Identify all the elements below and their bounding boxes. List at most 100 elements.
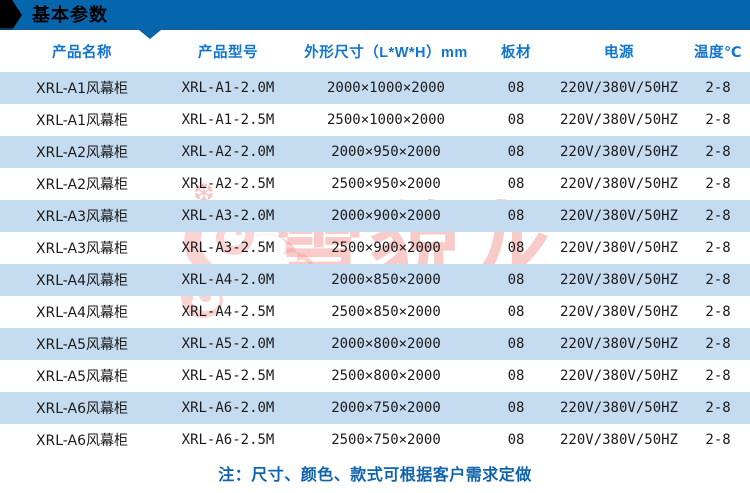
spec-table-wrap: 产品名称 产品型号 外形尺寸（L*W*H）mm 板材 电源 温度℃ XRL-A1风幕柜 XR… (0, 30, 750, 456)
cell-r7-c3: 08 (507, 304, 525, 320)
cell-r5-c3: 08 (507, 240, 525, 256)
table-row: XRL-A2风幕柜 XRL-A2-2.5M 2500×950×2000 08 220V/… (0, 168, 750, 200)
table-header-row: 产品名称 产品型号 外形尺寸（L*W*H）mm 板材 电源 温度℃ (0, 30, 750, 72)
banner-underline (0, 28, 750, 30)
cell-r8-c0: XRL-A5风幕柜 (0, 328, 164, 360)
cell-r11-c4: 220V/380V/50HZ (559, 432, 678, 448)
cell-r9-c1: XRL-A5-2.5M (181, 368, 275, 384)
cell-r1-c4: 220V/380V/50HZ (559, 112, 678, 128)
cell-r8-c4: 220V/380V/50HZ (552, 328, 686, 360)
column-header-3: 板材 (501, 44, 531, 61)
cell-r10-c5: 2-8 (686, 392, 750, 424)
cell-r5-c4: 220V/380V/50HZ (559, 240, 678, 256)
cell-r8-c2: 2000×800×2000 (292, 328, 480, 360)
cell-r0-c0: XRL-A1风幕柜 (0, 72, 164, 104)
cell-r10-c2: 2000×750×2000 (292, 392, 480, 424)
cell-r10-c3: 08 (480, 392, 552, 424)
cell-r4-c0: XRL-A3风幕柜 (0, 200, 164, 232)
table-row: XRL-A3风幕柜 XRL-A3-2.5M 2500×900×2000 08 220V/… (0, 232, 750, 264)
cell-r1-c0: XRL-A1风幕柜 (35, 113, 129, 129)
column-header-1: 产品型号 (198, 44, 258, 61)
cell-r7-c2: 2500×850×2000 (331, 304, 441, 320)
cell-r2-c4: 220V/380V/50HZ (552, 136, 686, 168)
table-row: XRL-A4风幕柜 XRL-A4-2.5M 2500×850×2000 08 220V/… (0, 296, 750, 328)
cell-r11-c1: XRL-A6-2.5M (181, 432, 275, 448)
column-header-2: 外形尺寸（L*W*H）mm (304, 44, 468, 61)
cell-r6-c2: 2000×850×2000 (292, 264, 480, 296)
cell-r0-c1: XRL-A1-2.0M (164, 72, 292, 104)
cell-r11-c2: 2500×750×2000 (331, 432, 441, 448)
cell-r1-c1: XRL-A1-2.5M (181, 112, 275, 128)
table-row: XRL-A1风幕柜 XRL-A1-2.0M 2000×1000×2000 08 220V… (0, 72, 750, 104)
cell-r10-c0: XRL-A6风幕柜 (0, 392, 164, 424)
cell-r3-c0: XRL-A2风幕柜 (35, 177, 129, 193)
table-row: XRL-A1风幕柜 XRL-A1-2.5M 2500×1000×2000 08 220V… (0, 104, 750, 136)
cell-r5-c0: XRL-A3风幕柜 (35, 241, 129, 257)
column-header-4: 电源 (604, 44, 634, 61)
page-title: 基本参数 (32, 5, 108, 25)
cell-r10-c1: XRL-A6-2.0M (164, 392, 292, 424)
table-row: XRL-A5风幕柜 XRL-A5-2.0M 2000×800×2000 08 220V/… (0, 328, 750, 360)
table-row: XRL-A5风幕柜 XRL-A5-2.5M 2500×800×2000 08 220V/… (0, 360, 750, 392)
section-banner: 基本参数 (0, 0, 750, 39)
cell-r6-c5: 2-8 (686, 264, 750, 296)
cell-r0-c5: 2-8 (686, 72, 750, 104)
cell-r3-c2: 2500×950×2000 (331, 176, 441, 192)
cell-r8-c5: 2-8 (686, 328, 750, 360)
footer-note: 注：尺寸、颜色、款式可根据客户需求定做 (0, 456, 750, 493)
cell-r6-c1: XRL-A4-2.0M (164, 264, 292, 296)
cell-r9-c5: 2-8 (705, 368, 731, 384)
table-row: XRL-A6风幕柜 XRL-A6-2.0M 2000×750×2000 08 220V/… (0, 392, 750, 424)
cell-r4-c3: 08 (480, 200, 552, 232)
cell-r4-c2: 2000×900×2000 (292, 200, 480, 232)
cell-r7-c5: 2-8 (705, 304, 731, 320)
cell-r11-c0: XRL-A6风幕柜 (35, 433, 129, 449)
table-row: XRL-A2风幕柜 XRL-A2-2.0M 2000×950×2000 08 220V/… (0, 136, 750, 168)
table-row: XRL-A3风幕柜 XRL-A3-2.0M 2000×900×2000 08 220V/… (0, 200, 750, 232)
cell-r0-c4: 220V/380V/50HZ (552, 72, 686, 104)
cell-r9-c2: 2500×800×2000 (331, 368, 441, 384)
cell-r5-c5: 2-8 (705, 240, 731, 256)
cell-r11-c5: 2-8 (705, 432, 731, 448)
cell-r10-c4: 220V/380V/50HZ (552, 392, 686, 424)
cell-r8-c3: 08 (480, 328, 552, 360)
cell-r5-c1: XRL-A3-2.5M (181, 240, 275, 256)
spec-table: 产品名称 产品型号 外形尺寸（L*W*H）mm 板材 电源 温度℃ XRL-A1风幕柜 XR… (0, 30, 750, 456)
triangle-down-icon (139, 30, 161, 39)
cell-r9-c3: 08 (507, 368, 525, 384)
cell-r8-c1: XRL-A5-2.0M (164, 328, 292, 360)
cell-r6-c0: XRL-A4风幕柜 (0, 264, 164, 296)
cell-r7-c1: XRL-A4-2.5M (181, 304, 275, 320)
cell-r1-c3: 08 (507, 112, 525, 128)
cell-r4-c1: XRL-A3-2.0M (164, 200, 292, 232)
right-arrow-tag-icon (0, 0, 22, 30)
cell-r9-c0: XRL-A5风幕柜 (35, 369, 129, 385)
cell-r2-c3: 08 (480, 136, 552, 168)
table-body: XRL-A1风幕柜 XRL-A1-2.0M 2000×1000×2000 08 220V… (0, 72, 750, 456)
cell-r2-c2: 2000×950×2000 (292, 136, 480, 168)
cell-r1-c2: 2500×1000×2000 (326, 112, 445, 128)
cell-r4-c5: 2-8 (686, 200, 750, 232)
cell-r3-c5: 2-8 (705, 176, 731, 192)
cell-r7-c0: XRL-A4风幕柜 (35, 305, 129, 321)
column-header-0: 产品名称 (52, 44, 112, 61)
cell-r5-c2: 2500×900×2000 (331, 240, 441, 256)
cell-r0-c2: 2000×1000×2000 (292, 72, 480, 104)
cell-r2-c1: XRL-A2-2.0M (164, 136, 292, 168)
cell-r9-c4: 220V/380V/50HZ (559, 368, 678, 384)
table-row: XRL-A6风幕柜 XRL-A6-2.5M 2500×750×2000 08 220V/… (0, 424, 750, 456)
cell-r2-c5: 2-8 (686, 136, 750, 168)
cell-r11-c3: 08 (507, 432, 525, 448)
cell-r4-c4: 220V/380V/50HZ (552, 200, 686, 232)
cell-r3-c3: 08 (507, 176, 525, 192)
cell-r3-c4: 220V/380V/50HZ (559, 176, 678, 192)
cell-r0-c3: 08 (480, 72, 552, 104)
cell-r6-c3: 08 (480, 264, 552, 296)
cell-r1-c5: 2-8 (705, 112, 731, 128)
cell-r7-c4: 220V/380V/50HZ (559, 304, 678, 320)
table-row: XRL-A4风幕柜 XRL-A4-2.0M 2000×850×2000 08 220V/… (0, 264, 750, 296)
cell-r3-c1: XRL-A2-2.5M (181, 176, 275, 192)
cell-r2-c0: XRL-A2风幕柜 (0, 136, 164, 168)
cell-r6-c4: 220V/380V/50HZ (552, 264, 686, 296)
column-header-5: 温度℃ (693, 44, 743, 61)
